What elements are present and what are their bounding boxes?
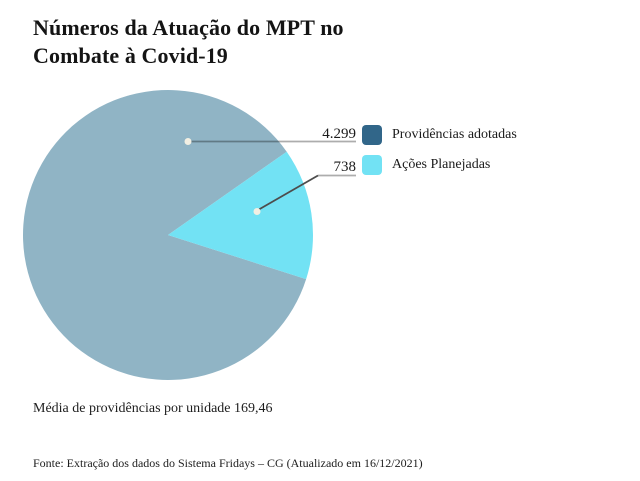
callout-value-acoes: 738: [333, 159, 357, 175]
legend-item-acoes: Ações Planejadas: [362, 155, 490, 175]
callout-dot-1: [253, 208, 261, 215]
chart-title: Números da Atuação do MPT no Combate à C…: [33, 14, 344, 70]
pie-slice-1: [168, 151, 314, 280]
chart-title-line-1: Números da Atuação do MPT no: [33, 15, 344, 40]
average-note: Média de providências por unidade 169,46: [33, 401, 273, 416]
callout-value-providencias: 4.299: [322, 126, 356, 142]
chart-title-line-2: Combate à Covid-19: [33, 43, 228, 68]
callout-dot-0: [184, 138, 192, 145]
source-note: Fonte: Extração dos dados do Sistema Fri…: [33, 456, 423, 470]
callout-line-1: [257, 174, 319, 211]
legend-item-providencias: Providências adotadas: [362, 125, 517, 145]
legend-swatch-acoes: [362, 155, 382, 175]
pie-slice-0: [23, 90, 307, 381]
legend-swatch-providencias: [362, 125, 382, 145]
legend-label-providencias: Providências adotadas: [392, 127, 517, 142]
legend-label-acoes: Ações Planejadas: [392, 157, 491, 172]
